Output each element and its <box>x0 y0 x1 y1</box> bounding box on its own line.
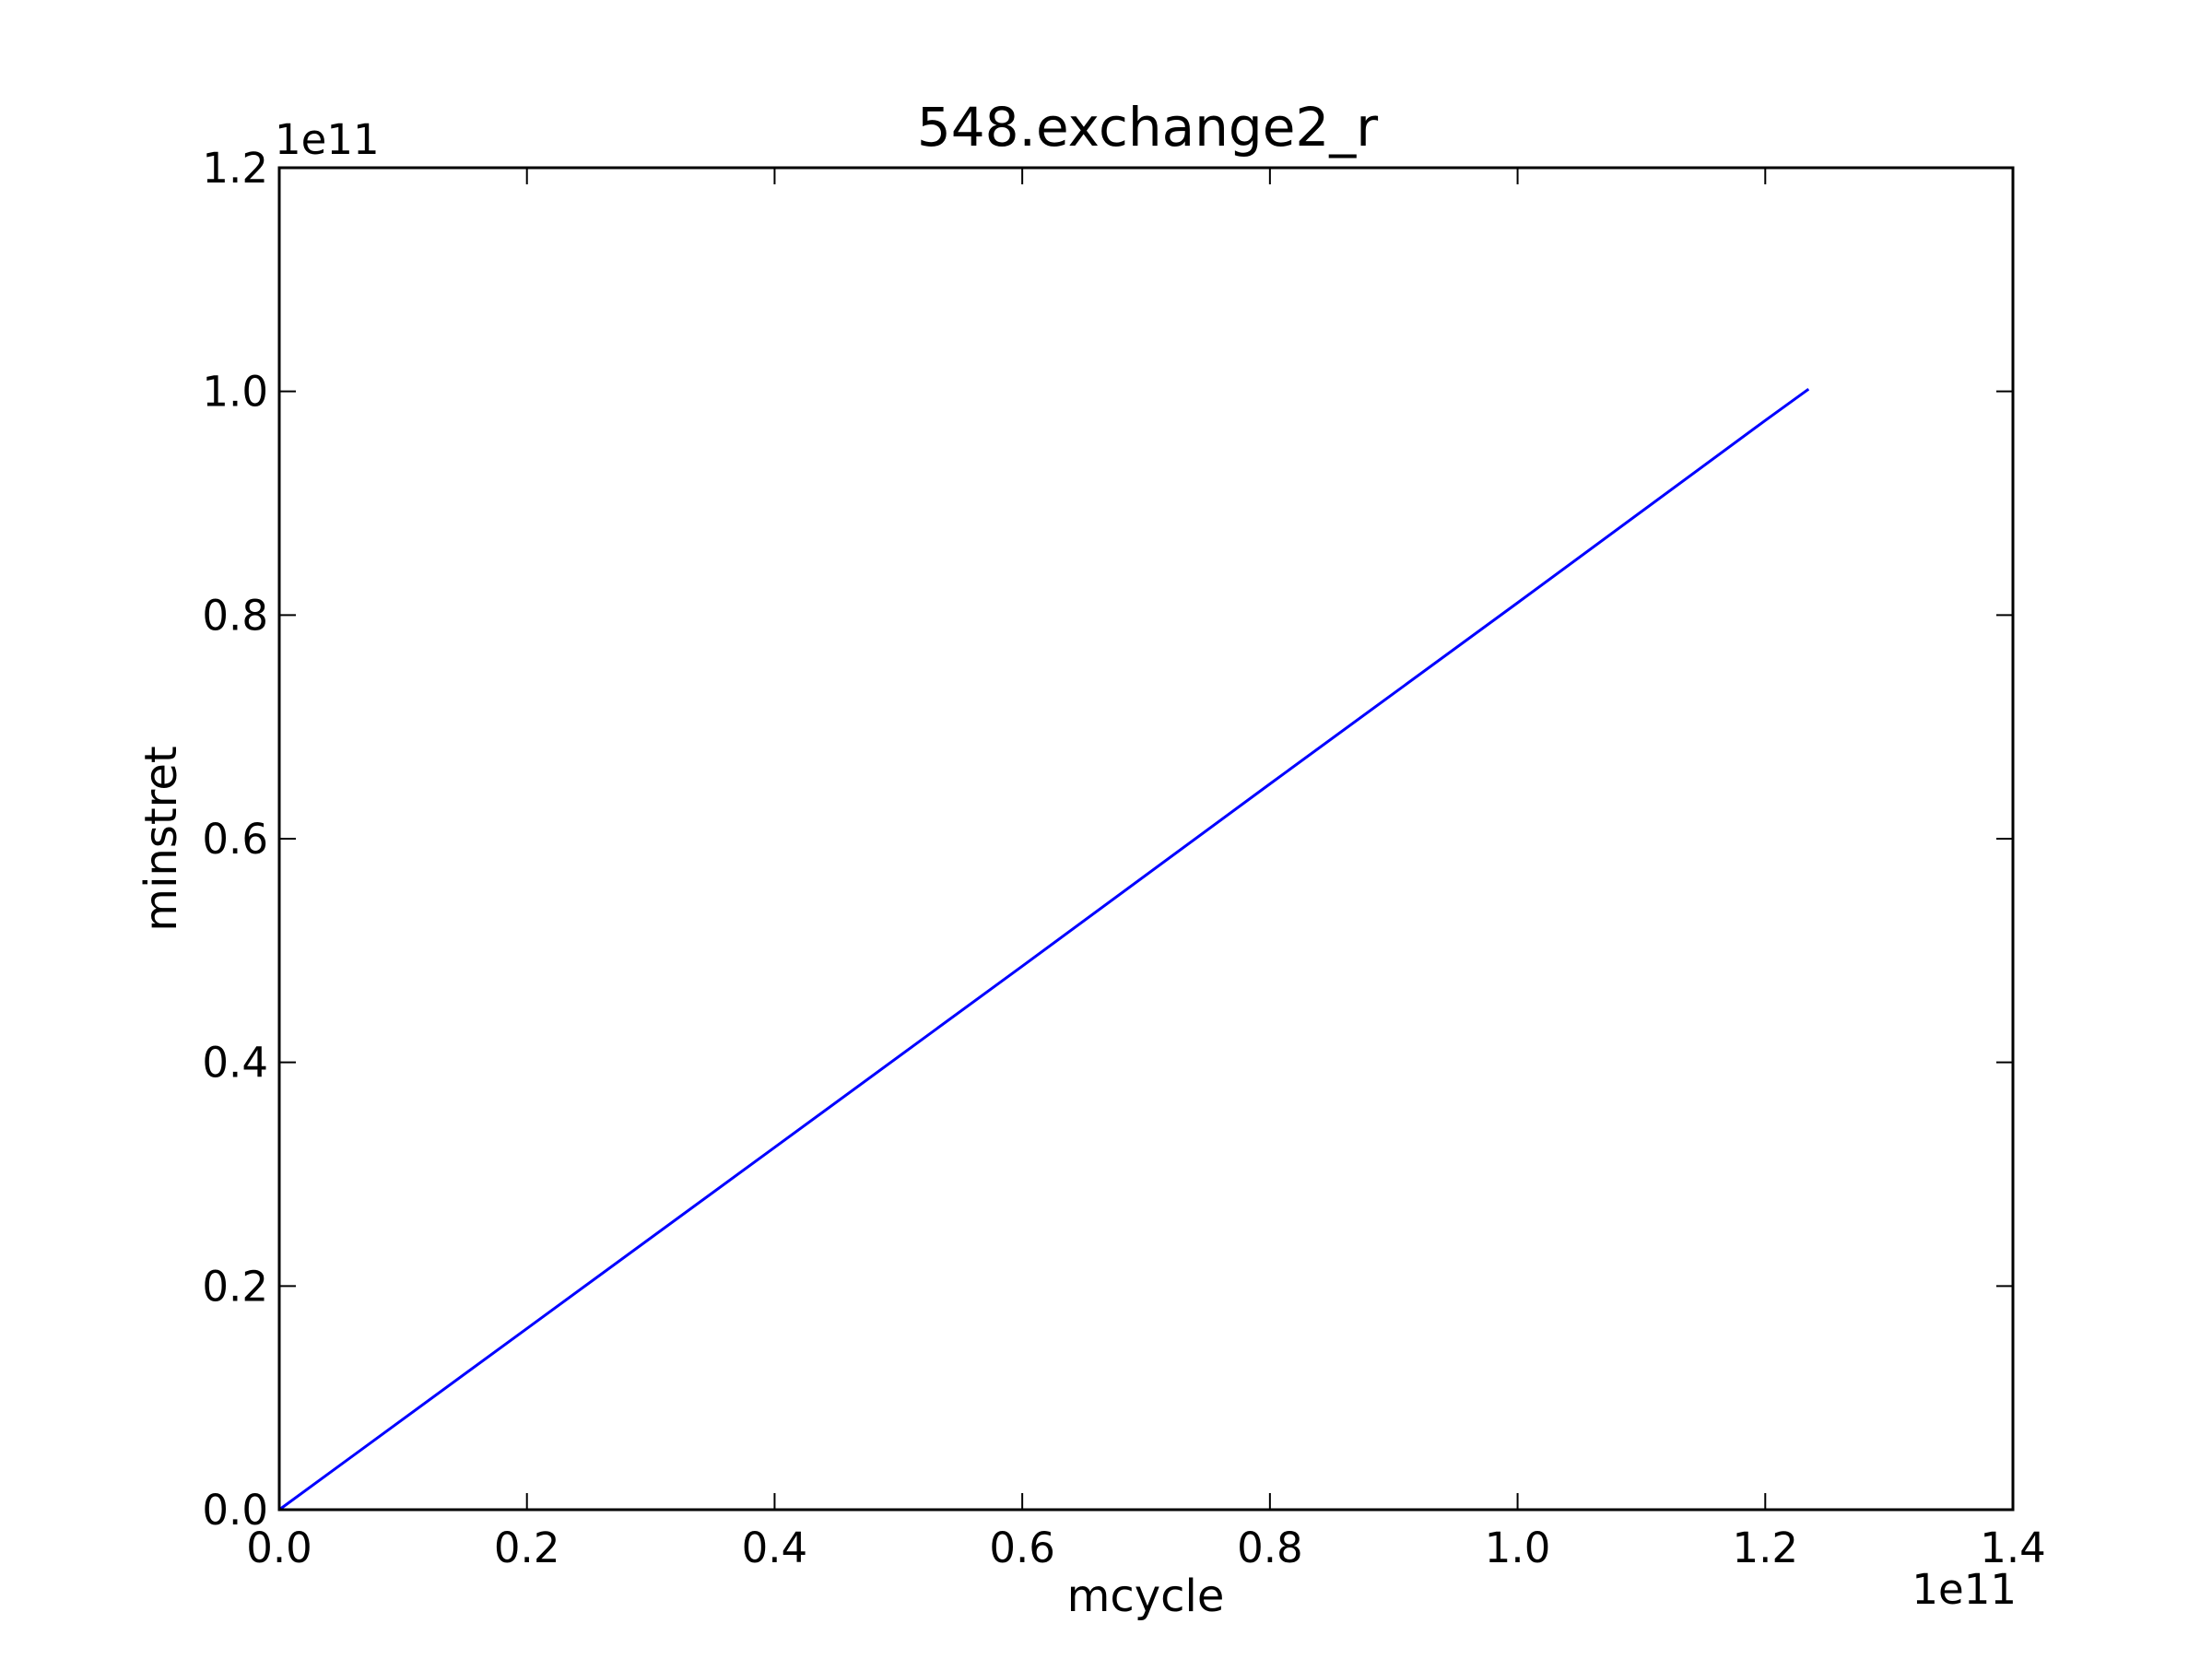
y-tick-label: 0.6 <box>202 815 268 864</box>
x-tick-label: 1.0 <box>1485 1524 1551 1572</box>
x-tick-label: 0.2 <box>494 1524 560 1572</box>
y-tick-label: 1.0 <box>202 368 268 417</box>
y-tick-label: 0.0 <box>202 1486 268 1535</box>
axes-frame <box>277 166 2015 1512</box>
x-offset-label: 1e11 <box>1912 1565 2017 1614</box>
y-axis-label: minstret <box>135 746 187 931</box>
x-tick-label: 0.0 <box>246 1524 312 1572</box>
x-axis-label: mcycle <box>1067 1571 1225 1622</box>
x-tick-label: 0.6 <box>989 1524 1055 1572</box>
y-tick-label: 0.8 <box>202 591 268 640</box>
x-tick-label: 1.2 <box>1732 1524 1798 1572</box>
y-offset-label: 1e11 <box>275 115 380 164</box>
x-tick-label: 0.4 <box>742 1524 808 1572</box>
plot-area <box>278 387 1810 1512</box>
x-axis-ticks: 0.0 0.2 0.4 0.6 0.8 1.0 1.2 1.4 <box>246 168 2046 1572</box>
series-line-minstret <box>278 387 1810 1512</box>
y-axis-ticks: 0.0 0.2 0.4 0.6 0.8 1.0 1.2 <box>202 144 2013 1535</box>
x-tick-label: 1.4 <box>1980 1524 2046 1572</box>
x-tick-label: 0.8 <box>1237 1524 1303 1572</box>
y-tick-label: 1.2 <box>202 144 268 193</box>
y-tick-label: 0.2 <box>202 1262 268 1311</box>
y-tick-label: 0.4 <box>202 1039 268 1088</box>
chart-title: 548.exchange2_r <box>917 96 1378 159</box>
